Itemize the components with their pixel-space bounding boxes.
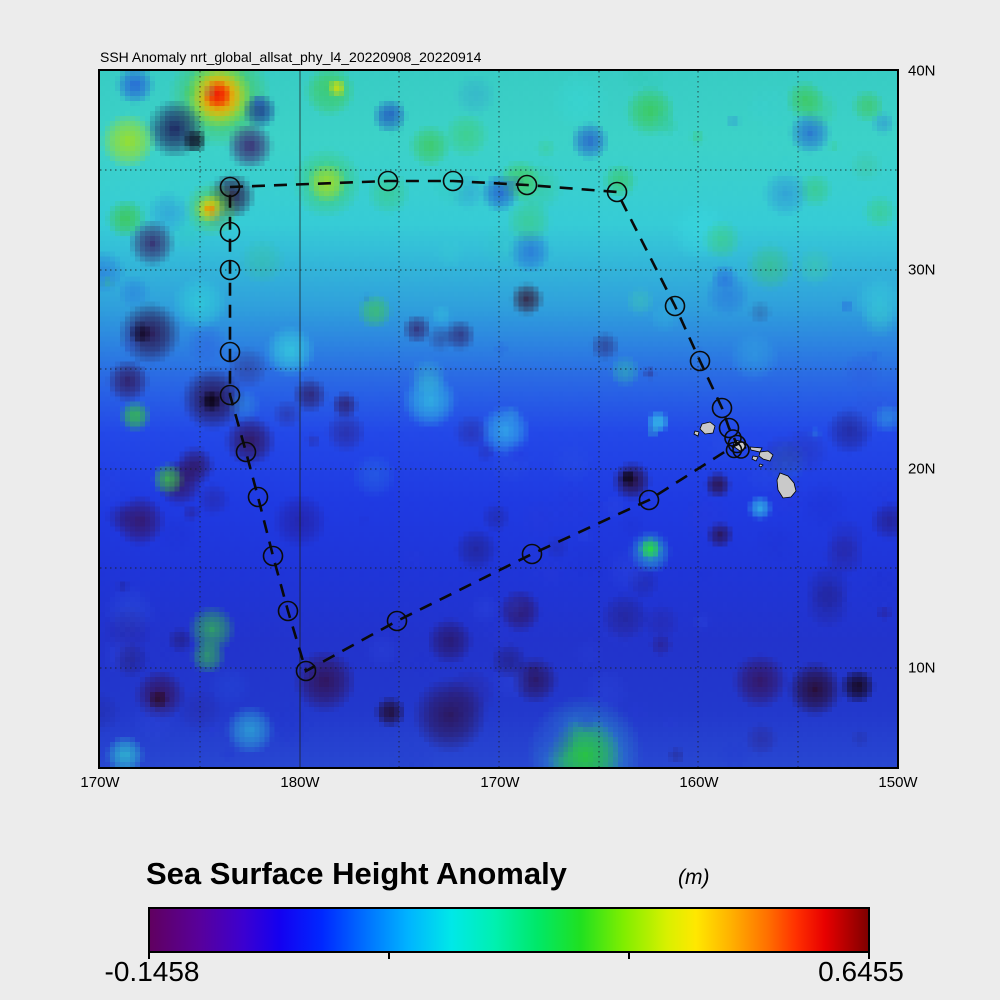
track-position-marker xyxy=(664,295,686,317)
x-axis-label-160W: 160W xyxy=(679,774,719,791)
x-axis-label-170W: 170W xyxy=(480,774,520,791)
colorbar-tick xyxy=(628,951,631,959)
colorbar-units: (m) xyxy=(678,866,710,889)
island-niihau xyxy=(693,430,700,437)
track-position-marker xyxy=(235,441,257,463)
track-position-marker xyxy=(377,170,399,192)
track-position-marker xyxy=(711,397,733,419)
colorbar-title: Sea Surface Height Anomaly xyxy=(146,856,567,891)
map-overlay xyxy=(100,71,897,767)
colorbar-tick xyxy=(387,951,390,959)
island-maui xyxy=(758,450,774,462)
colorbar-tick xyxy=(868,951,870,959)
track-position-marker xyxy=(219,221,241,243)
y-axis-label-30N: 30N xyxy=(908,261,936,279)
track-position-marker xyxy=(606,181,628,203)
y-axis-label-10N: 10N xyxy=(908,659,936,677)
island-lanai xyxy=(751,455,759,462)
track-position-marker xyxy=(219,341,241,363)
x-axis-label-150W: 150W xyxy=(878,774,918,791)
island-kahoolawe xyxy=(758,463,764,468)
track-position-marker xyxy=(247,486,269,508)
y-axis-label-20N: 20N xyxy=(908,460,936,478)
island-molokai xyxy=(749,446,763,453)
colorbar-tick xyxy=(148,951,150,959)
x-axis-label-170W: 170W xyxy=(80,774,120,791)
island-kauai xyxy=(699,421,716,435)
colorbar xyxy=(148,907,870,953)
island-hawaii-big-island xyxy=(776,472,797,499)
colorbar-min-label: -0.1458 xyxy=(104,956,200,987)
track-position-marker xyxy=(219,259,241,281)
track-position-marker xyxy=(219,176,241,198)
track-position-marker xyxy=(386,610,408,632)
storm-track-line xyxy=(228,179,739,673)
track-position-marker xyxy=(689,350,711,372)
colorbar-max-label: 0.6455 xyxy=(818,956,904,987)
plot-title: SSH Anomaly nrt_global_allsat_phy_l4_202… xyxy=(100,49,482,65)
track-position-marker xyxy=(295,660,317,682)
y-axis-label-40N: 40N xyxy=(908,62,936,80)
track-position-marker xyxy=(725,441,743,459)
x-axis-label-180W: 180W xyxy=(280,774,320,791)
track-position-marker xyxy=(277,600,299,622)
track-position-marker xyxy=(442,170,464,192)
track-position-marker xyxy=(521,543,543,565)
track-position-marker xyxy=(638,489,660,511)
track-position-marker xyxy=(516,174,538,196)
track-position-marker xyxy=(724,429,742,447)
map-panel xyxy=(98,69,899,769)
track-position-marker xyxy=(732,441,750,459)
track-position-marker xyxy=(262,545,284,567)
track-position-marker xyxy=(219,384,241,406)
track-position-marker xyxy=(718,417,740,439)
